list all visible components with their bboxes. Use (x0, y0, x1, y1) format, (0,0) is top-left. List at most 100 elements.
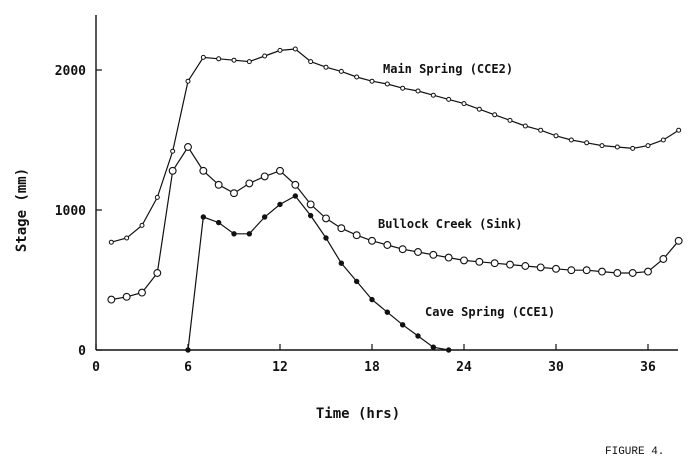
y-tick-label: 1000 (55, 204, 86, 219)
data-point (216, 56, 222, 62)
data-point (338, 68, 344, 74)
data-point (352, 231, 361, 240)
data-point (430, 92, 436, 98)
data-point (383, 241, 392, 249)
data-point (231, 231, 237, 237)
data-point (430, 344, 437, 350)
data-point (521, 262, 530, 270)
data-point (215, 219, 222, 226)
data-point (659, 255, 668, 263)
series-label-cave-spring: Cave Spring (CCE1) (425, 305, 555, 319)
data-point (260, 172, 269, 181)
data-point (630, 145, 636, 151)
series-1 (108, 46, 682, 245)
data-point (276, 166, 284, 175)
data-point (154, 194, 160, 200)
data-point (446, 96, 452, 102)
data-point (200, 214, 207, 220)
data-point (384, 81, 390, 87)
data-point (199, 166, 208, 175)
x-tick-label: 30 (548, 360, 564, 375)
data-point (584, 140, 590, 146)
data-point (107, 295, 116, 304)
data-point (676, 127, 682, 133)
series-label-bullock-creek: Bullock Creek (Sink) (378, 217, 523, 231)
data-point (368, 236, 376, 245)
data-point (292, 46, 298, 52)
data-point (445, 347, 452, 353)
series-line (187, 195, 449, 351)
x-tick-label: 36 (640, 360, 656, 375)
data-point (492, 112, 498, 118)
data-point (168, 166, 177, 175)
data-point (307, 212, 314, 219)
x-axis-title: Time (hrs) (316, 406, 400, 422)
data-point (245, 179, 254, 188)
data-point (538, 127, 544, 133)
data-point (308, 59, 314, 65)
data-point (506, 260, 514, 269)
data-point (568, 137, 574, 143)
x-tick-label: 0 (92, 360, 100, 375)
series-layer (107, 46, 683, 353)
data-point (323, 64, 329, 70)
data-point (369, 78, 375, 84)
series-2 (107, 143, 683, 304)
data-point (139, 222, 145, 228)
data-point (246, 59, 252, 65)
data-point (475, 257, 484, 266)
data-point (214, 180, 223, 189)
data-point (552, 264, 560, 273)
data-point (522, 123, 528, 129)
data-point (185, 347, 191, 353)
data-point (230, 189, 238, 198)
data-point (444, 253, 453, 262)
data-point (429, 250, 438, 259)
data-point (184, 143, 192, 151)
data-point (246, 231, 253, 237)
data-point (567, 266, 576, 275)
data-point (306, 200, 315, 209)
data-point (536, 263, 545, 272)
data-point (153, 269, 162, 277)
data-point (582, 266, 591, 275)
data-point (461, 101, 467, 107)
data-point (138, 288, 146, 297)
data-point (414, 248, 422, 256)
data-point (398, 245, 407, 254)
data-point (553, 133, 559, 139)
data-point (460, 256, 468, 265)
data-point (415, 88, 421, 94)
data-point (292, 193, 299, 199)
data-point (660, 137, 666, 143)
data-point (337, 224, 346, 233)
data-point (124, 235, 130, 241)
data-point (185, 78, 191, 84)
data-point (353, 278, 360, 285)
data-point (628, 269, 637, 277)
data-point (122, 292, 131, 301)
data-point (200, 54, 206, 60)
series-label-main-spring: Main Spring (CCE2) (383, 62, 513, 76)
data-point (384, 309, 391, 315)
data-point (291, 180, 300, 189)
data-point (108, 239, 114, 245)
data-point (613, 269, 622, 277)
axes (95, 15, 678, 351)
data-point (490, 259, 499, 268)
y-axis-title: Stage (mm) (14, 168, 30, 252)
data-point (644, 267, 652, 276)
x-tick-label: 6 (184, 360, 192, 375)
y-tick-label: 2000 (55, 64, 86, 79)
data-point (598, 267, 606, 276)
data-point (354, 74, 360, 80)
figure-caption: FIGURE 4. (605, 446, 664, 458)
data-point (369, 296, 375, 303)
y-tick-label: 0 (78, 344, 86, 359)
x-tick-label: 18 (364, 360, 380, 375)
data-point (277, 47, 283, 53)
data-point (415, 333, 421, 339)
x-tick-label: 12 (272, 360, 288, 375)
x-tick-label: 24 (456, 360, 472, 375)
